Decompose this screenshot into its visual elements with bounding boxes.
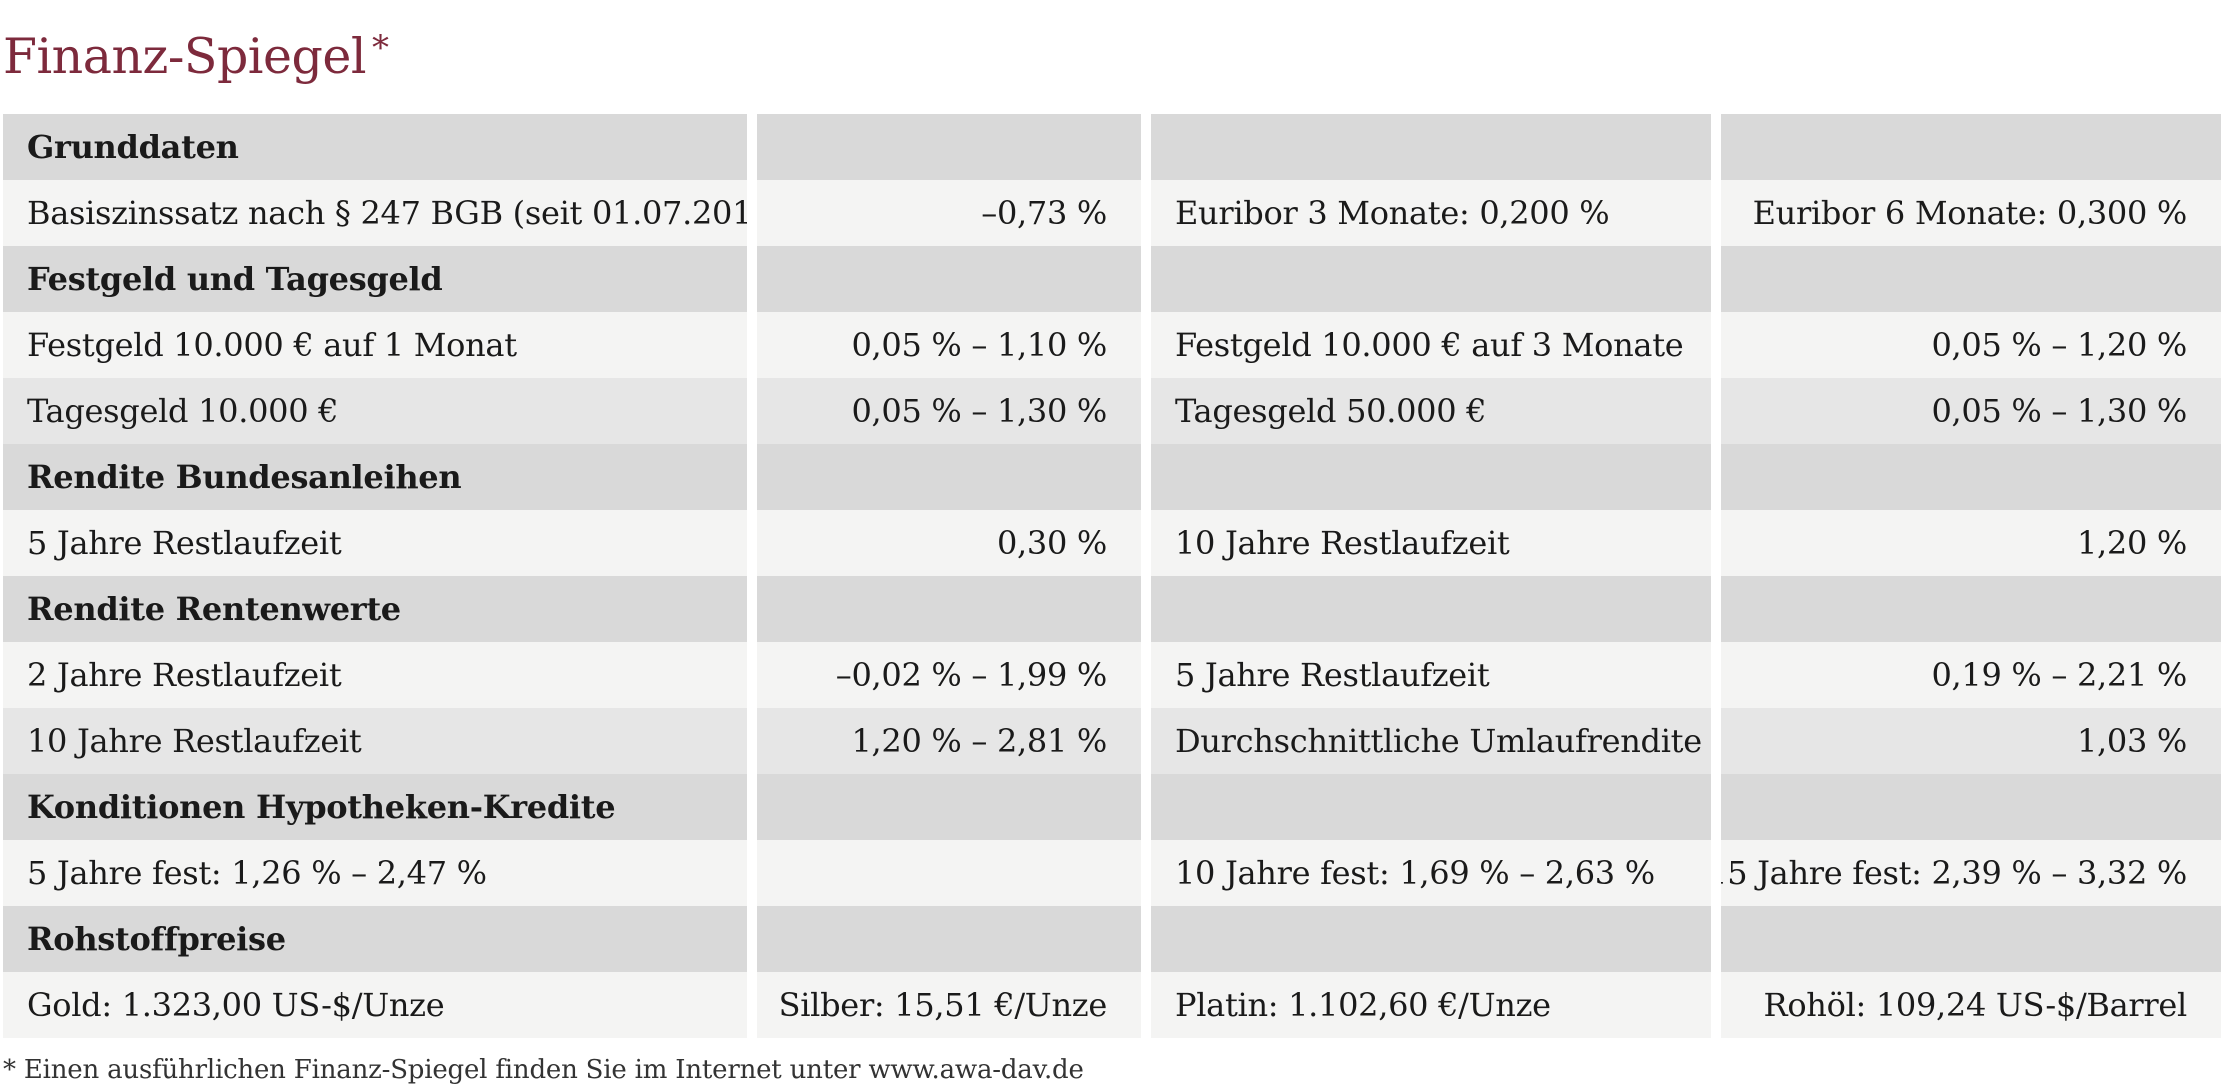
section-empty-cell <box>1151 444 1711 510</box>
section-empty-cell <box>1721 576 2221 642</box>
row-value: 0,19 % – 2,21 % <box>1721 642 2221 708</box>
section-empty-cell <box>1151 576 1711 642</box>
row-label: 10 Jahre Restlaufzeit <box>3 708 747 774</box>
row-label: 5 Jahre Restlaufzeit <box>3 510 747 576</box>
section-empty-cell <box>757 774 1141 840</box>
section-empty-cell <box>1721 444 2221 510</box>
section-empty-cell <box>757 114 1141 180</box>
row-label: Platin: 1.102,60 €/Unze <box>1151 972 1711 1038</box>
row-value: 1,20 % – 2,81 % <box>757 708 1141 774</box>
row-value: Silber: 15,51 €/Unze <box>757 972 1141 1038</box>
row-value: 0,05 % – 1,30 % <box>1721 378 2221 444</box>
row-label: Festgeld 10.000 € auf 1 Monat <box>3 312 747 378</box>
section-empty-cell <box>757 444 1141 510</box>
section-heading: Rendite Bundesanleihen <box>3 444 747 510</box>
section-empty-cell <box>1721 906 2221 972</box>
row-label: 2 Jahre Restlaufzeit <box>3 642 747 708</box>
row-label: 5 Jahre fest: 1,26 % – 2,47 % <box>3 840 747 906</box>
row-label: 10 Jahre Restlaufzeit <box>1151 510 1711 576</box>
row-label: 5 Jahre Restlaufzeit <box>1151 642 1711 708</box>
row-value: Rohöl: 109,24 US-$/Barrel <box>1721 972 2221 1038</box>
row-label: Basiszinssatz nach § 247 BGB (seit 01.07… <box>3 180 747 246</box>
section-heading: Festgeld und Tagesgeld <box>3 246 747 312</box>
section-heading: Konditionen Hypotheken-Kredite <box>3 774 747 840</box>
row-value: 0,05 % – 1,20 % <box>1721 312 2221 378</box>
row-label: Tagesgeld 50.000 € <box>1151 378 1711 444</box>
section-heading: Rendite Rentenwerte <box>3 576 747 642</box>
row-value: 0,05 % – 1,10 % <box>757 312 1141 378</box>
row-label: 10 Jahre fest: 1,69 % – 2,63 % <box>1151 840 1711 906</box>
row-label: Durchschnittliche Umlaufrendite <box>1151 708 1711 774</box>
section-empty-cell <box>1151 774 1711 840</box>
section-heading: Rohstoffpreise <box>3 906 747 972</box>
title-block: Finanz-Spiegel * <box>3 22 389 92</box>
section-empty-cell <box>757 906 1141 972</box>
title-footnote-marker: * <box>372 28 390 68</box>
section-heading: Grunddaten <box>3 114 747 180</box>
row-value: Euribor 6 Monate: 0,300 % <box>1721 180 2221 246</box>
section-empty-cell <box>757 576 1141 642</box>
row-label: Tagesgeld 10.000 € <box>3 378 747 444</box>
section-empty-cell <box>1721 246 2221 312</box>
row-label: Euribor 3 Monate: 0,200 % <box>1151 180 1711 246</box>
section-empty-cell <box>1721 774 2221 840</box>
section-empty-cell <box>1151 906 1711 972</box>
row-label: Festgeld 10.000 € auf 3 Monate <box>1151 312 1711 378</box>
row-value <box>757 840 1141 906</box>
section-empty-cell <box>757 246 1141 312</box>
section-empty-cell <box>1721 114 2221 180</box>
section-empty-cell <box>1151 246 1711 312</box>
row-value: 0,30 % <box>757 510 1141 576</box>
row-value: 0,05 % – 1,30 % <box>757 378 1141 444</box>
row-label: Gold: 1.323,00 US-$/Unze <box>3 972 747 1038</box>
row-value: –0,02 % – 1,99 % <box>757 642 1141 708</box>
page-title: Finanz-Spiegel <box>3 28 367 85</box>
row-value: 1,03 % <box>1721 708 2221 774</box>
row-value: 15 Jahre fest: 2,39 % – 3,32 % <box>1721 840 2221 906</box>
row-value: 1,20 % <box>1721 510 2221 576</box>
footnote: * Einen ausführlichen Finanz-Spiegel fin… <box>3 1055 1084 1085</box>
finance-table: Grunddaten Basiszinssatz nach § 247 BGB … <box>3 114 2221 1038</box>
section-empty-cell <box>1151 114 1711 180</box>
row-value: –0,73 % <box>757 180 1141 246</box>
